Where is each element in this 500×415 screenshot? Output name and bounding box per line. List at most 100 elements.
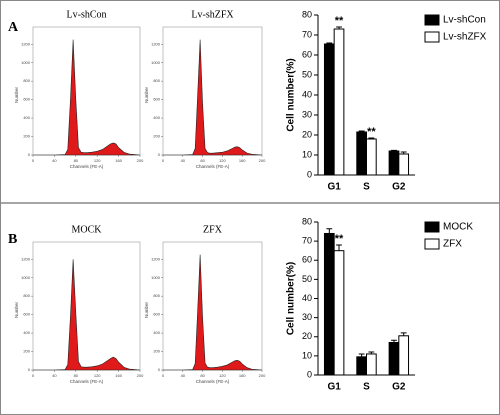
y-tick-label: 60 (302, 255, 312, 265)
x-tick-label: 120 (94, 373, 101, 378)
histogram-area (163, 39, 263, 156)
error-bar (336, 26, 342, 29)
x-tick-label: 160 (239, 373, 246, 378)
histogram-area (163, 254, 263, 371)
error-bar (368, 351, 375, 354)
error-bar (326, 42, 333, 44)
y-tick-label: 800 (153, 78, 160, 83)
y-tick-label: 70 (302, 236, 312, 246)
x-tick-label: 80 (200, 158, 205, 163)
legend-swatch (424, 14, 440, 26)
x-tick-label: 40 (52, 373, 57, 378)
y-tick-label: 600 (23, 97, 30, 102)
y-tick-label: 400 (153, 330, 160, 335)
chart-title: Lv-shCon (67, 9, 107, 20)
error-bar (391, 339, 397, 343)
y-tick-label: 1000 (21, 60, 31, 65)
bar (323, 43, 335, 176)
y-tick-label: 10 (302, 149, 312, 159)
x-tick-label: 40 (181, 158, 186, 163)
x-tick-label: 0 (162, 158, 165, 163)
y-tick-label: 600 (153, 97, 160, 102)
y-tick-label: 60 (302, 49, 312, 59)
y-axis-label: Number (144, 87, 149, 104)
y-tick-label: 1000 (151, 60, 161, 65)
y-tick-label: 30 (302, 109, 312, 119)
error-bar (391, 149, 397, 151)
x-tick-label: 120 (219, 158, 226, 163)
bar (366, 138, 377, 176)
bar (366, 353, 377, 376)
y-tick-label: 800 (153, 293, 160, 298)
error-bar (358, 130, 365, 132)
y-tick-label: 1000 (151, 275, 161, 280)
error-bar (336, 244, 342, 251)
y-axis-label: Number (14, 302, 19, 319)
y-tick-label: 0 (158, 152, 161, 157)
x-tick-label: 200 (137, 158, 144, 163)
x-tick-label: S (363, 382, 370, 393)
y-tick-label: 0 (307, 369, 312, 379)
y-tick-label: 200 (153, 134, 160, 139)
histogram-area (33, 259, 141, 371)
y-tick-label: 30 (302, 312, 312, 322)
y-tick-label: 50 (302, 69, 312, 79)
y-tick-label: 0 (28, 152, 31, 157)
y-tick-label: 20 (302, 331, 312, 341)
legend-label: Lv-shZFX (443, 32, 487, 43)
y-tick-label: 200 (23, 134, 30, 139)
x-tick-label: 40 (52, 158, 57, 163)
panel-label: A (8, 20, 19, 35)
x-tick-label: 80 (200, 373, 205, 378)
y-tick-label: 600 (23, 312, 30, 317)
x-tick-label: 200 (259, 373, 266, 378)
x-tick-label: G2 (392, 382, 406, 393)
error-bar (400, 332, 407, 336)
y-tick-label: 600 (153, 312, 160, 317)
x-tick-label: 0 (32, 158, 35, 163)
annotation: ** (367, 126, 376, 138)
y-tick-label: 1200 (21, 256, 31, 261)
error-bar (358, 353, 365, 357)
chart-title: MOCK (71, 224, 102, 235)
x-tick-label: 120 (94, 158, 101, 163)
y-tick-label: 0 (307, 169, 312, 179)
legend-label: ZFX (443, 239, 462, 250)
y-tick-label: 80 (302, 9, 312, 19)
legend-swatch (424, 221, 440, 233)
x-tick-label: S (363, 182, 370, 193)
y-tick-label: 40 (302, 89, 312, 99)
bar (333, 28, 345, 176)
bar (388, 341, 400, 376)
y-tick-label: 1200 (21, 41, 31, 46)
bar (333, 250, 345, 376)
error-bar (368, 137, 375, 139)
y-tick-label: 50 (302, 274, 312, 284)
annotation: ** (335, 233, 344, 245)
x-tick-label: 80 (74, 158, 79, 163)
y-tick-label: 20 (302, 129, 312, 139)
annotation: ** (335, 15, 344, 27)
y-tick-label: 800 (23, 293, 30, 298)
y-axis-label: Number (144, 302, 149, 319)
x-tick-label: 200 (259, 158, 266, 163)
error-bar (400, 151, 407, 154)
x-axis-label: Channels (FE-A) (196, 379, 230, 384)
plot-frame (162, 26, 263, 156)
x-tick-label: 160 (115, 158, 122, 163)
y-axis-label: Number (14, 87, 19, 104)
panel-label: B (8, 232, 17, 247)
x-tick-label: 0 (32, 373, 35, 378)
y-tick-label: 70 (302, 29, 312, 39)
plot-frame (32, 241, 141, 371)
bar (398, 335, 410, 376)
y-tick-label: 400 (23, 330, 30, 335)
y-axis-label: Cell number(%) (286, 58, 297, 131)
y-tick-label: 200 (23, 349, 30, 354)
legend-label: MOCK (443, 222, 473, 233)
x-tick-label: G1 (327, 182, 341, 193)
y-tick-label: 800 (23, 78, 30, 83)
chart-title: ZFX (203, 224, 223, 235)
